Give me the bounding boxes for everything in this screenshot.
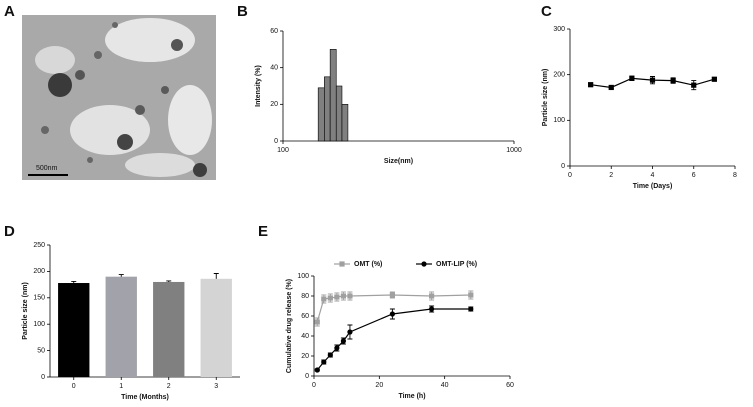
y-tick-label: 0 (305, 373, 309, 380)
y-tick-label: 60 (270, 28, 278, 35)
x-axis-label: Time (Days) (633, 183, 673, 190)
marker (334, 345, 340, 351)
scale-bar-label: 500nm (36, 165, 58, 172)
marker (691, 82, 697, 88)
y-axis-label: Intensity (%) (255, 65, 262, 107)
y-tick-label: 200 (33, 268, 45, 275)
marker (468, 306, 474, 312)
marker (340, 338, 346, 344)
y-tick-label: 0 (274, 138, 278, 145)
marker (608, 84, 614, 91)
x-tick-label: 8 (733, 172, 737, 179)
marker (389, 311, 395, 317)
bar (324, 76, 331, 142)
marker (347, 293, 353, 299)
bar (153, 281, 185, 377)
x-tick-label: 2 (609, 172, 613, 179)
y-axis-label: Particle size (nm) (542, 69, 549, 127)
x-tick-label: 40 (441, 382, 449, 389)
marker (711, 76, 717, 82)
y-tick-label: 20 (270, 101, 278, 108)
marker (429, 306, 435, 312)
y-tick-label: 60 (301, 313, 309, 320)
marker (588, 82, 594, 88)
y-tick-label: 150 (33, 295, 45, 302)
legend-marker (339, 261, 345, 267)
y-axis-label: Cumulative drug release (%) (286, 279, 293, 373)
legend-marker (421, 261, 427, 267)
x-tick-label: 0 (72, 383, 76, 390)
y-tick-label: 250 (33, 242, 45, 249)
x-axis-label: Time (Months) (121, 394, 169, 401)
legend-label: OMT-LIP (%) (436, 261, 477, 268)
bar (341, 104, 349, 142)
y-tick-label: 300 (553, 26, 565, 33)
marker (649, 77, 656, 83)
y-tick-label: 100 (33, 321, 45, 328)
panel-label: C (541, 3, 552, 20)
y-tick-label: 100 (297, 273, 309, 280)
x-tick-label: 0 (312, 382, 316, 389)
x-tick-label: 1000 (506, 147, 522, 154)
x-tick-label: 1 (119, 383, 123, 390)
x-tick-label: 0 (568, 172, 572, 179)
panel-label: E (258, 223, 268, 240)
y-tick-label: 200 (553, 72, 565, 79)
y-tick-label: 20 (301, 353, 309, 360)
marker (314, 367, 320, 373)
marker (340, 293, 346, 299)
x-axis-label: Time (h) (398, 393, 425, 400)
marker (629, 75, 635, 81)
marker (334, 294, 340, 300)
marker (670, 78, 676, 84)
y-tick-label: 0 (41, 374, 45, 381)
y-tick-label: 50 (37, 347, 45, 354)
panel-label: D (4, 223, 15, 240)
bar (200, 278, 232, 377)
x-tick-label: 3 (214, 383, 218, 390)
bar (105, 276, 137, 377)
x-tick-label: 6 (692, 172, 696, 179)
bar (329, 49, 337, 142)
marker (468, 292, 474, 298)
marker (327, 295, 333, 301)
y-tick-label: 0 (561, 163, 565, 170)
x-tick-label: 20 (375, 382, 383, 389)
bar (317, 87, 325, 142)
line (316, 308, 471, 371)
bar (58, 283, 90, 377)
y-tick-label: 40 (301, 333, 309, 340)
marker (429, 293, 435, 299)
x-tick-label: 60 (506, 382, 514, 389)
x-tick-label: 4 (651, 172, 655, 179)
x-tick-label: 2 (167, 383, 171, 390)
marker (321, 359, 327, 365)
marker (347, 329, 353, 335)
marker (321, 296, 327, 302)
marker (314, 319, 320, 325)
y-tick-label: 40 (270, 65, 278, 72)
marker (327, 352, 333, 358)
y-tick-label: 80 (301, 293, 309, 300)
y-axis-label: Particle size (nm) (22, 282, 29, 340)
x-axis-label: Size(nm) (384, 158, 413, 165)
bar (335, 85, 343, 142)
legend-label: OMT (%) (354, 261, 382, 268)
x-tick-label: 100 (277, 147, 289, 154)
y-tick-label: 100 (553, 117, 565, 124)
tem-image: 500nm (22, 15, 216, 180)
panel-label: B (237, 3, 248, 20)
marker (389, 292, 395, 298)
panel-label: A (4, 3, 15, 20)
